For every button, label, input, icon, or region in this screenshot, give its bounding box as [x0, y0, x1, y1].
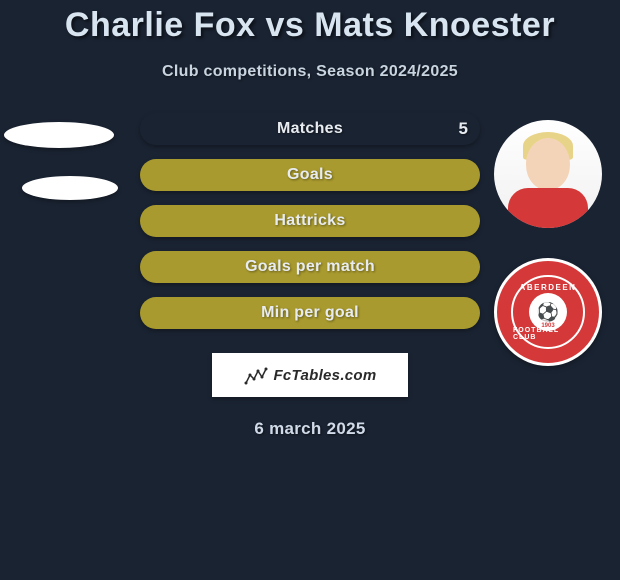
- club-name-top: ABERDEEN: [520, 283, 577, 292]
- club-badge: ABERDEEN ⚽ 1903 FOOTBALL CLUB: [494, 258, 602, 366]
- date-label: 6 march 2025: [0, 419, 620, 439]
- player-shirt: [508, 188, 588, 228]
- stat-label: Goals: [287, 166, 333, 184]
- stat-label: Min per goal: [261, 304, 359, 322]
- watermark-icon: [243, 365, 271, 385]
- player-head: [526, 138, 570, 190]
- stat-label: Hattricks: [274, 212, 345, 230]
- stat-label: Matches: [277, 120, 343, 138]
- stat-bar-hattricks: Hattricks: [140, 205, 480, 237]
- player-avatar: [494, 120, 602, 228]
- watermark-box: FcTables.com: [212, 353, 408, 397]
- club-name-bottom: FOOTBALL CLUB: [513, 327, 583, 341]
- season-subtitle: Club competitions, Season 2024/2025: [0, 63, 620, 81]
- club-badge-inner: ABERDEEN ⚽ 1903 FOOTBALL CLUB: [511, 275, 585, 349]
- stat-bar-matches: Matches 5: [140, 113, 480, 145]
- right-player-avatars: ABERDEEN ⚽ 1903 FOOTBALL CLUB: [494, 120, 602, 396]
- watermark-label: FcTables.com: [273, 367, 376, 384]
- stat-bar-min-per-goal: Min per goal: [140, 297, 480, 329]
- left-ellipse-1: [4, 122, 114, 148]
- club-shield-icon: ⚽: [537, 302, 559, 323]
- stat-bar-goals: Goals: [140, 159, 480, 191]
- club-badge-center: ⚽ 1903: [529, 293, 567, 331]
- left-player-shapes: [4, 122, 118, 200]
- left-ellipse-2: [22, 176, 118, 200]
- page-title: Charlie Fox vs Mats Knoester: [0, 0, 620, 45]
- stat-value-right: 5: [459, 119, 468, 139]
- watermark-text: FcTables.com: [243, 365, 376, 385]
- stat-bar-goals-per-match: Goals per match: [140, 251, 480, 283]
- stat-label: Goals per match: [245, 258, 375, 276]
